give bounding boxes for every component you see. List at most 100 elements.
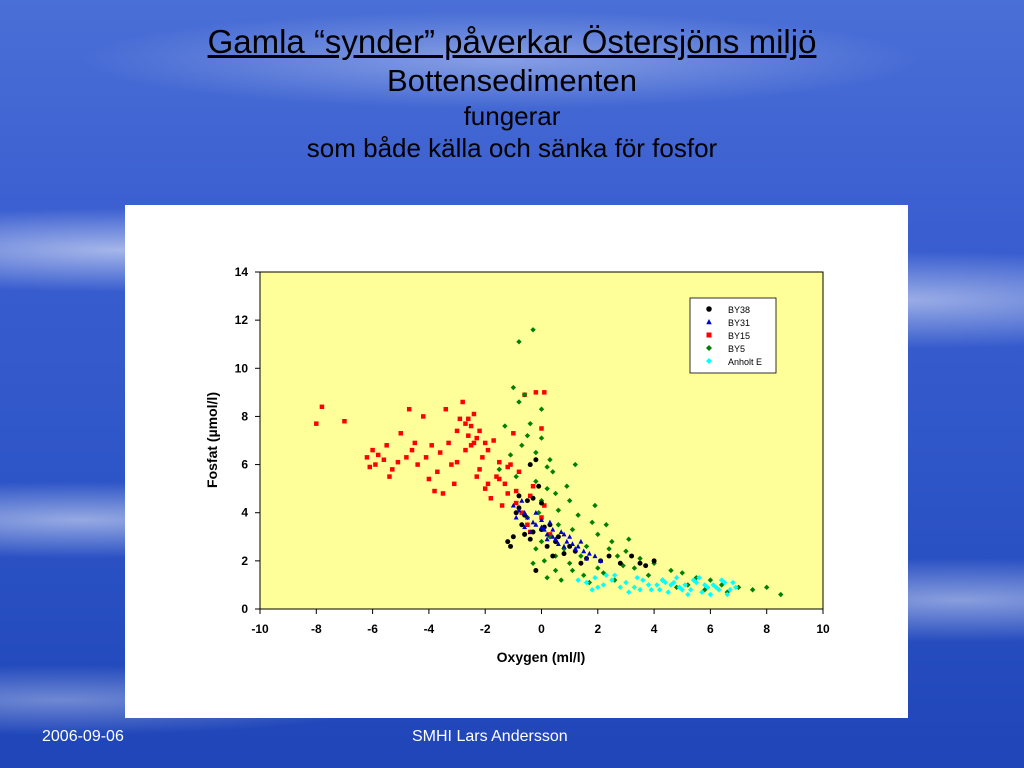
y-tick-label: 14: [235, 265, 249, 279]
data-point-by38: [555, 534, 561, 540]
data-point-by5: [527, 420, 533, 427]
data-point-by38: [533, 457, 539, 463]
data-point-anholt-e: [679, 587, 685, 593]
data-point-by38: [651, 558, 657, 564]
data-point-by38: [505, 539, 511, 545]
data-point-anholt-e: [626, 589, 632, 595]
data-point-by15: [446, 440, 451, 446]
data-point-by5: [609, 538, 615, 545]
data-point-by31: [564, 538, 570, 544]
data-point-by15: [449, 462, 454, 467]
data-point-by31: [530, 519, 536, 525]
scatter-chart: 0 2 4 6 8 10 12 14 -10 -8 -6 -4 -2 0 2 4 6 8 10 Oxygen (m…: [204, 265, 830, 665]
data-point-anholt-e: [634, 575, 640, 581]
data-point-by15: [443, 406, 449, 412]
data-point-by15: [426, 476, 432, 482]
y-tick-label: 10: [235, 361, 249, 375]
data-point-by5: [685, 582, 691, 588]
data-point-by15: [367, 464, 373, 470]
data-point-by5: [496, 466, 502, 473]
data-point-by15: [488, 496, 494, 501]
x-axis: -10 -8 -6 -4 -2 0 2 4 6 8 10: [251, 609, 830, 636]
data-point-by31: [539, 524, 544, 530]
data-point-by15: [375, 452, 381, 458]
legend-label-by38: BY38: [728, 305, 750, 315]
data-point-by15: [463, 447, 468, 453]
data-point-by38: [527, 536, 533, 542]
x-axis-label: Oxygen (ml/l): [497, 649, 586, 665]
data-point-by5: [566, 560, 573, 566]
data-point-by38: [530, 495, 536, 501]
footer-author: SMHI Lars Andersson: [412, 728, 568, 745]
data-point-by15: [381, 457, 387, 463]
data-point-by15: [530, 483, 536, 489]
data-point-by5: [673, 584, 680, 591]
data-point-by31: [524, 514, 530, 520]
data-point-anholt-e: [609, 577, 615, 583]
data-point-by5: [693, 575, 700, 581]
data-point-by31: [522, 510, 528, 515]
data-point-anholt-e: [654, 582, 660, 588]
data-point-anholt-e: [682, 582, 688, 588]
data-point-by15: [437, 450, 443, 455]
data-point-by5: [538, 435, 545, 441]
legend-label-by15: BY15: [728, 331, 750, 341]
data-point-by15: [494, 474, 499, 479]
data-point-by15: [342, 418, 347, 424]
data-point-anholt-e: [704, 584, 711, 591]
data-point-by31: [544, 531, 550, 537]
data-point-by31: [558, 529, 564, 534]
data-point-by15: [432, 488, 437, 494]
data-point-by15: [404, 455, 409, 460]
data-point-by15: [373, 462, 378, 467]
data-point-by5: [538, 406, 545, 412]
data-point-by15: [527, 493, 533, 499]
data-point-by5: [533, 478, 539, 485]
data-points: [314, 327, 784, 598]
data-point-by38: [561, 551, 567, 557]
legend-marker-by5: [706, 345, 712, 351]
data-point-by15: [435, 469, 440, 475]
data-point-by38: [617, 560, 623, 566]
data-point-by15: [466, 416, 471, 422]
data-point-by15: [485, 481, 491, 487]
data-point-by15: [390, 467, 395, 472]
data-point-by31: [555, 541, 561, 547]
data-point-by31: [550, 534, 556, 539]
data-point-by38: [539, 500, 544, 506]
data-point-by5: [521, 392, 528, 398]
data-point-by38: [578, 560, 584, 566]
data-point-by31: [547, 519, 553, 525]
data-point-by5: [718, 582, 725, 588]
x-tick-label: 0: [538, 622, 545, 636]
data-point-by15: [542, 503, 547, 508]
data-point-anholt-e: [713, 584, 719, 591]
data-point-by31: [544, 536, 550, 542]
chart-panel: 0 2 4 6 8 10 12 14 -10 -8 -6 -4 -2 0 2 4 6 8 10 Oxygen (m…: [125, 205, 908, 718]
legend: BY38 BY31 BY15 BY5 Anholt E: [689, 297, 777, 374]
x-tick-label: 2: [594, 622, 601, 636]
data-point-by15: [491, 438, 496, 443]
data-point-by31: [527, 529, 533, 534]
data-point-anholt-e: [733, 584, 739, 591]
data-point-by5: [507, 452, 514, 458]
data-point-anholt-e: [631, 584, 638, 591]
data-point-by31: [567, 534, 573, 539]
x-tick-label: -2: [480, 622, 491, 636]
data-point-anholt-e: [696, 575, 702, 581]
data-point-anholt-e: [693, 579, 700, 586]
data-point-by38: [536, 483, 542, 489]
data-point-by15: [406, 406, 412, 412]
legend-label-anholt-e: Anholt E: [728, 357, 762, 367]
slide-subtitle: Bottensedimenten: [387, 63, 637, 98]
data-point-by15: [364, 455, 370, 460]
data-point-by5: [614, 553, 621, 559]
data-point-by15: [474, 435, 480, 441]
data-point-by5: [778, 591, 784, 598]
data-point-by38: [544, 543, 550, 549]
data-point-by5: [578, 553, 584, 559]
data-point-by38: [643, 563, 649, 569]
data-point-by15: [440, 491, 446, 496]
data-point-by5: [555, 522, 562, 528]
data-point-by15: [511, 431, 516, 436]
